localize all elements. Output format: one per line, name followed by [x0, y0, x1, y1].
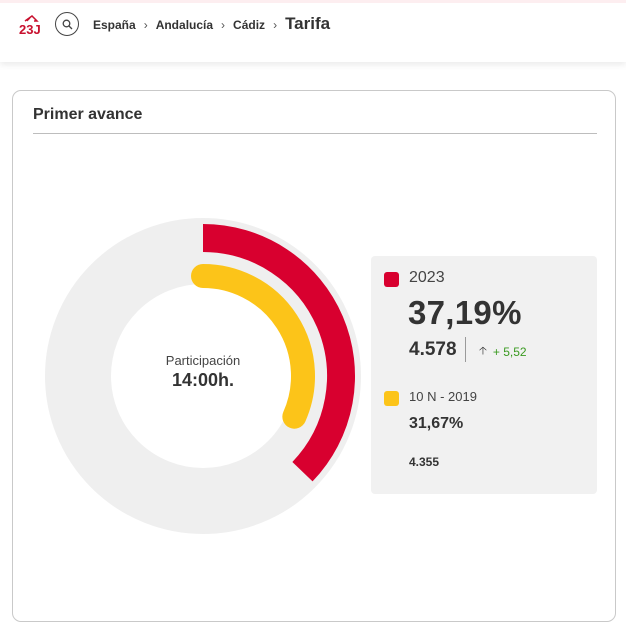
participation-label: Participación: [165, 353, 241, 368]
legend-swatch-2023: [384, 272, 399, 287]
top-accent-line: [0, 0, 626, 3]
search-button[interactable]: [55, 12, 79, 36]
svg-text:23J: 23J: [19, 22, 41, 37]
legend-swatch-2019: [384, 391, 399, 406]
search-icon: [62, 19, 72, 29]
year-2023-count: 4.578: [409, 339, 457, 360]
arc-2019: [191, 264, 315, 429]
delta-badge: 🡡 + 5,52: [479, 342, 527, 361]
arrow-up-icon: 🡡: [479, 345, 487, 357]
year-2019-percent: 31,67%: [409, 415, 464, 432]
year-2019-count: 4.355: [409, 455, 440, 469]
card-divider: [33, 133, 597, 134]
participation-time: 14:00h.: [171, 370, 235, 390]
year-2019-label: 10 N - 2019: [409, 389, 477, 404]
breadcrumb-separator: ›: [221, 18, 226, 32]
year-2023-percent: 37,19%: [408, 294, 522, 331]
results-panel: 2023 37,19% 4.578 🡡 + 5,52 10 N - 2019 3…: [371, 256, 597, 494]
breadcrumb-separator: ›: [143, 18, 148, 32]
breadcrumb-item-cadiz[interactable]: Cádiz: [233, 18, 266, 32]
breadcrumb-item-andalucia[interactable]: Andalucía: [155, 18, 214, 32]
breadcrumb: España › Andalucía › Cádiz › Tarifa: [93, 14, 330, 34]
23j-logo-icon[interactable]: 23J: [18, 12, 44, 38]
donut-center-label: Participación 14:00h.: [115, 353, 291, 391]
value-divider: [465, 337, 466, 362]
card-title: Primer avance: [33, 106, 143, 123]
delta-value: + 5,52: [492, 344, 527, 359]
participation-card: Primer avance Participación 14:00h. 2023…: [12, 90, 616, 622]
top-header: 23J España › Andalucía › Cádiz › Tarifa: [0, 0, 626, 62]
year-2023-label: 2023: [409, 269, 445, 286]
arc-2023: [202, 224, 355, 482]
breadcrumb-item-espana[interactable]: España: [93, 18, 136, 32]
breadcrumb-current: Tarifa: [285, 14, 331, 33]
breadcrumb-separator: ›: [273, 18, 278, 32]
participation-donut: [45, 218, 361, 534]
